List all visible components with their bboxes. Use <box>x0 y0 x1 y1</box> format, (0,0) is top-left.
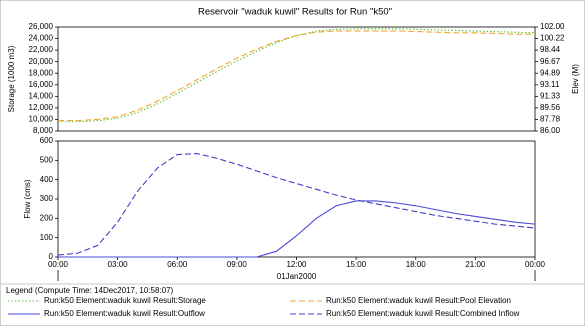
plot-frame <box>57 140 536 258</box>
x-date-label: 01Jan2000 <box>277 272 317 281</box>
y-axis-title: Flow (cms) <box>23 179 32 218</box>
y-tick-label: 12,000 <box>29 103 54 112</box>
y-tick-label: 10,000 <box>29 115 54 124</box>
y-axis-title: Storage (1000 m3) <box>7 45 16 112</box>
x-tick-label: 03:00 <box>108 260 129 269</box>
y-tick-label: 18,000 <box>29 68 54 77</box>
x-tick-label: 12:00 <box>286 260 307 269</box>
y-tick-label: 100 <box>40 233 54 242</box>
y2-tick-label: 86.00 <box>540 126 561 135</box>
y-tick-label: 26,000 <box>29 22 54 31</box>
legend-label: Run:k50 Element:waduk kuwil Result:Stora… <box>44 296 206 305</box>
y2-tick-label: 91.33 <box>540 91 561 100</box>
x-tick-label: 00:00 <box>48 260 69 269</box>
y2-tick-label: 89.56 <box>540 103 561 112</box>
series-line <box>58 200 536 258</box>
x-tick-label: 09:00 <box>227 260 248 269</box>
y2-tick-label: 87.78 <box>540 115 561 124</box>
y2-tick-label: 94.89 <box>540 68 561 77</box>
series-line <box>58 30 535 122</box>
y-tick-label: 300 <box>40 194 54 203</box>
y-tick-label: 500 <box>40 155 54 164</box>
y2-tick-label: 102.00 <box>540 22 565 31</box>
chart-title: Reservoir "waduk kuwil" Results for Run … <box>198 7 392 18</box>
y-tick-label: 200 <box>40 213 54 222</box>
y2-axis-title: Elev (M) <box>571 64 580 94</box>
y2-tick-label: 98.44 <box>540 45 561 54</box>
y-tick-label: 22,000 <box>29 45 54 54</box>
y-tick-label: 20,000 <box>29 57 54 66</box>
legend-label: Run:k50 Element:waduk kuwil Result:Outfl… <box>44 309 205 318</box>
y-tick-label: 0 <box>49 252 54 261</box>
y2-tick-label: 96.67 <box>540 57 561 66</box>
series-line <box>57 153 536 256</box>
y-tick-label: 8,000 <box>33 126 54 135</box>
y2-tick-label: 100.22 <box>540 34 565 43</box>
y-tick-label: 400 <box>40 175 54 184</box>
x-tick-label: 15:00 <box>346 260 367 269</box>
y-tick-label: 24,000 <box>29 34 54 43</box>
x-tick-label: 00:00 <box>525 260 546 269</box>
plot-frame <box>57 26 536 132</box>
y-tick-label: 600 <box>40 136 54 145</box>
legend-label: Run:k50 Element:waduk kuwil Result:Combi… <box>326 309 520 318</box>
legend-label: Run:k50 Element:waduk kuwil Result:Pool … <box>326 296 511 305</box>
x-tick-label: 18:00 <box>406 260 427 269</box>
y-tick-label: 16,000 <box>29 80 54 89</box>
series-line <box>58 28 536 123</box>
y-tick-label: 14,000 <box>29 91 54 100</box>
x-tick-label: 06:00 <box>167 260 188 269</box>
x-tick-label: 21:00 <box>465 260 486 269</box>
legend-title: Legend (Compute Time: 14Dec2017, 10:58:0… <box>6 286 174 295</box>
y2-tick-label: 93.11 <box>540 80 560 89</box>
